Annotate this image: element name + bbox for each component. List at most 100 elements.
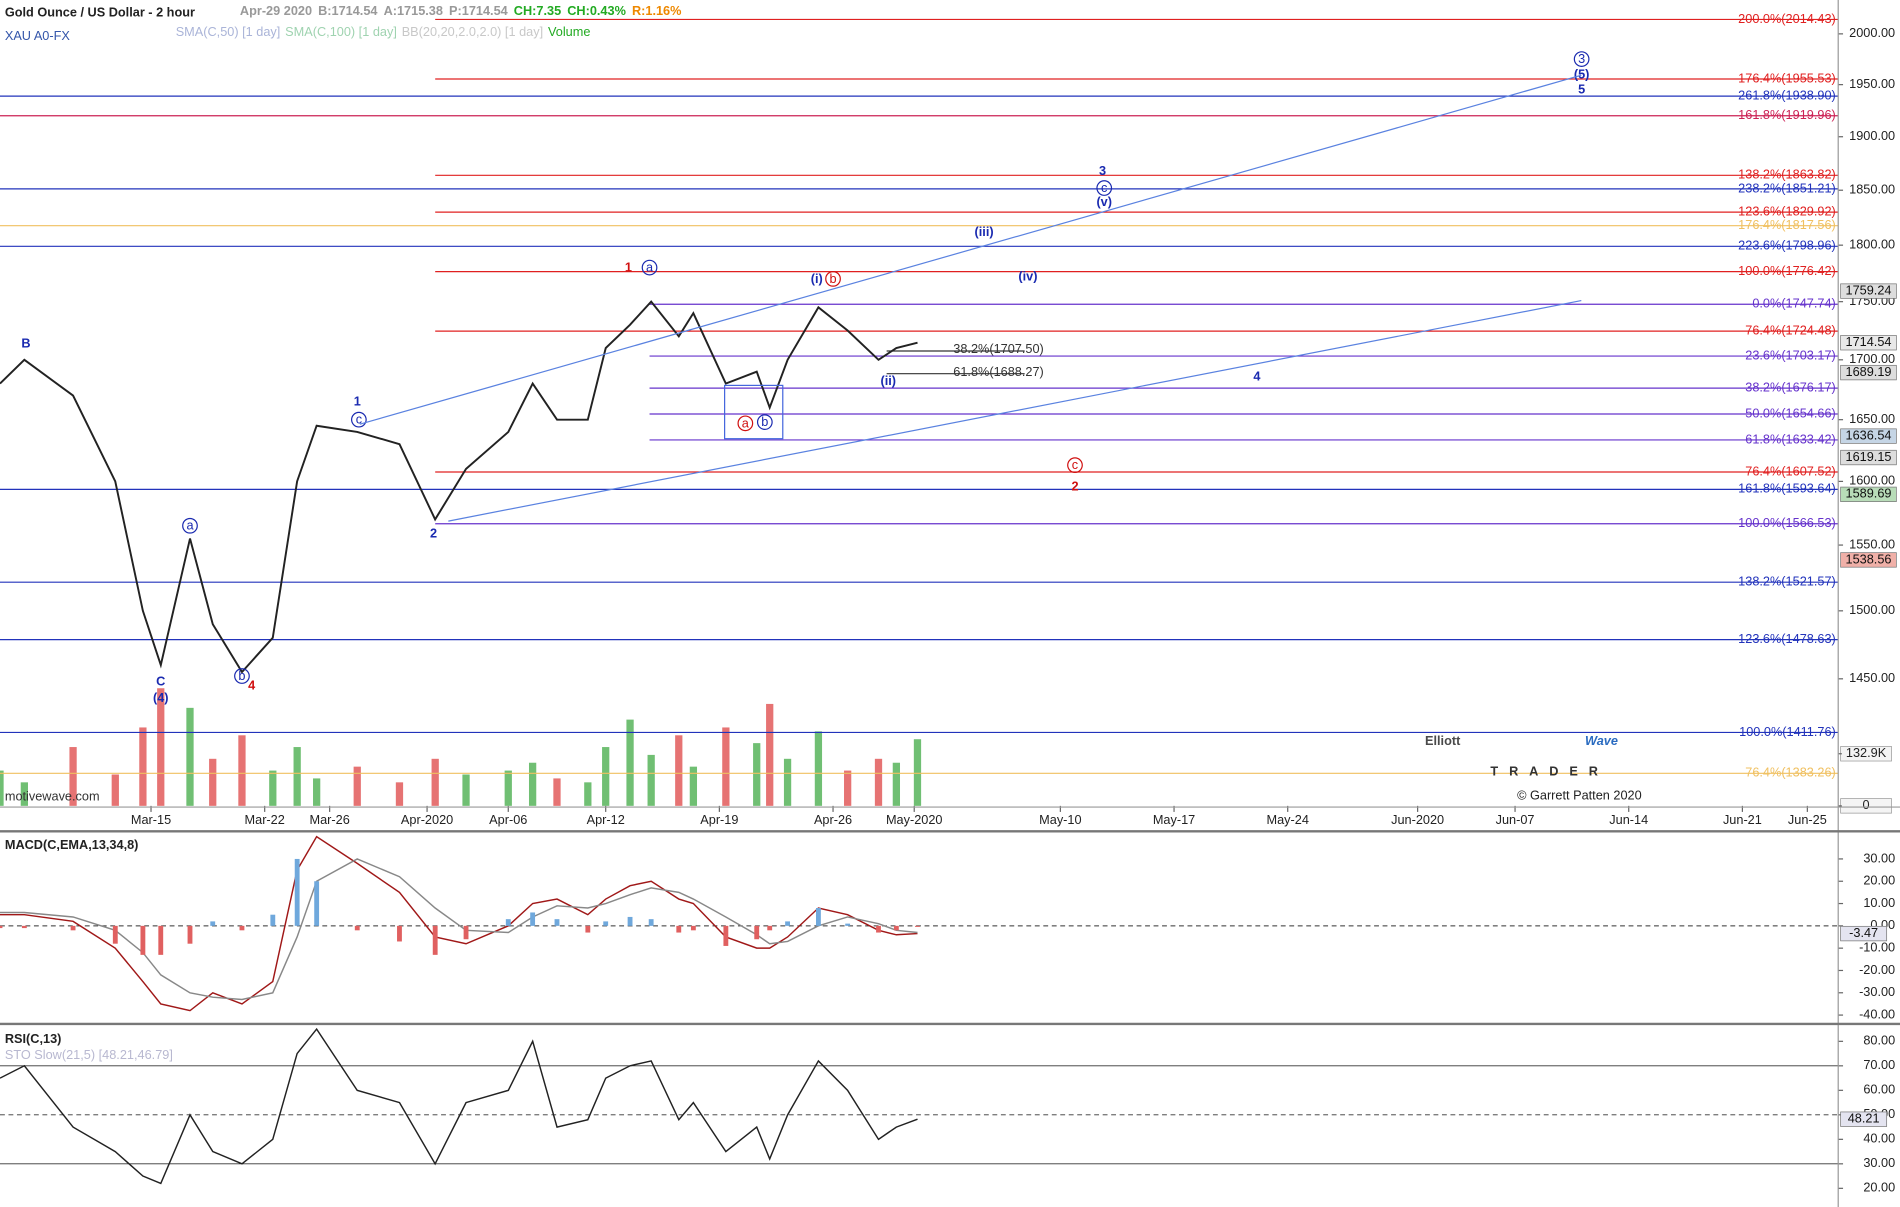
volume-bar	[139, 727, 147, 806]
y-tick-label: 20.00	[1863, 1180, 1895, 1195]
fib-label: 76.4%(1607.52)	[1745, 463, 1836, 478]
fib-label: 200.0%(2014.43)	[1738, 11, 1836, 26]
y-tick-label: 30.00	[1863, 1155, 1895, 1170]
histogram-bar	[754, 925, 760, 940]
volume-bar	[626, 719, 634, 806]
y-tick-label: 60.00	[1863, 1082, 1895, 1097]
brand: Elliott	[1425, 733, 1461, 748]
y-tick-label: 1950.00	[1849, 76, 1895, 91]
price-tag	[1840, 283, 1897, 299]
price-tag-label: 1589.69	[1846, 486, 1892, 501]
price-tag	[1840, 486, 1897, 502]
y-tick-label: 70.00	[1863, 1057, 1895, 1072]
wave-label: C	[156, 674, 165, 689]
fib-label: 161.8%(1593.64)	[1738, 481, 1836, 496]
x-tick-label: May-24	[1267, 812, 1309, 827]
x-tick-label: Apr-19	[700, 812, 738, 827]
volume-bar	[111, 774, 119, 806]
volume-bar	[844, 770, 852, 806]
y-tick-label: -30.00	[1859, 984, 1895, 999]
volume-bar	[722, 727, 730, 806]
histogram-bar	[648, 919, 654, 926]
histogram-bar	[354, 925, 360, 931]
volume-bar	[766, 703, 774, 806]
indicator-legend: SMA(C,50) [1 day] SMA(C,100) [1 day] BB(20…	[176, 24, 591, 39]
x-tick-label: Jun-14	[1609, 812, 1648, 827]
wave-label: 2	[430, 525, 437, 540]
wave-label: 3	[1578, 51, 1585, 66]
y-tick-label: -10.00	[1859, 940, 1895, 955]
brand-sub: TRADER	[1490, 763, 1608, 778]
x-tick-label: Apr-12	[587, 812, 625, 827]
wave-label: (5)	[1574, 66, 1590, 81]
wave-label: b	[238, 668, 245, 683]
y-tick-label: 10.00	[1863, 895, 1895, 910]
fib-label: 38.2%(1707.50)	[953, 341, 1044, 356]
wave-box	[724, 384, 784, 440]
wave-circle	[737, 415, 754, 432]
wave-circle	[1573, 51, 1590, 67]
histogram-bar	[876, 925, 881, 933]
pane-title: MACD(C,EMA,13,34,8)	[5, 837, 139, 852]
wave-label: B	[21, 335, 30, 350]
histogram-bar	[21, 925, 27, 929]
channel-upper	[359, 74, 1582, 425]
histogram-bar	[158, 925, 164, 955]
volume-bar	[313, 778, 321, 806]
channel-lower	[448, 299, 1582, 522]
fib-label: 76.4%(1383.26)	[1745, 765, 1836, 780]
quote-item: CH:0.43%	[567, 4, 626, 19]
histogram-bar	[210, 921, 216, 926]
fib-label: 138.2%(1863.82)	[1738, 167, 1836, 182]
histogram-bar	[676, 925, 682, 933]
wave-label: a	[742, 415, 750, 430]
volume-bar	[675, 735, 683, 806]
price-tag-label: 1538.56	[1846, 551, 1892, 566]
quote-item: A:1715.38	[384, 4, 443, 19]
histogram-bar	[239, 925, 245, 931]
wave-label: 1	[354, 393, 361, 408]
fib-label: 123.6%(1478.63)	[1738, 631, 1836, 646]
x-tick-label: Jun-25	[1788, 812, 1827, 827]
histogram-bar	[815, 908, 821, 926]
x-tick-label: Apr-06	[489, 812, 527, 827]
x-tick-label: Jun-07	[1496, 812, 1535, 827]
y-tick-label: 1900.00	[1849, 128, 1895, 143]
y-tick-label: 1450.00	[1849, 670, 1895, 685]
wave-label: 1	[625, 260, 632, 275]
histogram-bar	[845, 923, 851, 926]
histogram-bar	[294, 858, 300, 926]
wave-label: a	[186, 518, 194, 533]
wave-label: (iv)	[1018, 269, 1037, 284]
histogram-bar	[140, 925, 146, 955]
quote-item: B:1714.54	[318, 4, 377, 19]
histogram-bar	[505, 919, 511, 926]
fib-label: 176.4%(1817.56)	[1738, 217, 1836, 232]
price-tag-label: 1714.54	[1846, 334, 1892, 349]
wave-circle	[756, 414, 773, 430]
x-tick-label: May-2020	[886, 812, 943, 827]
fib-label: 0.0%(1747.74)	[1752, 296, 1835, 311]
x-tick-label: May-17	[1153, 812, 1195, 827]
y-tick-label: 1550.00	[1849, 536, 1895, 551]
histogram-bar	[432, 925, 438, 955]
wave-circle	[641, 259, 658, 276]
x-tick-label: Mar-15	[131, 812, 171, 827]
histogram-bar	[893, 925, 899, 931]
value-tag-label: 48.21	[1848, 1111, 1880, 1126]
wave-circle	[825, 271, 841, 287]
y-tick-label: -40.00	[1859, 1006, 1895, 1021]
wave-circle	[182, 517, 198, 534]
wave-label: (4)	[153, 690, 169, 705]
y-tick-label: 1500.00	[1849, 602, 1895, 617]
copyright: © Garrett Patten 2020	[1517, 788, 1642, 803]
y-tick-label: 1800.00	[1849, 237, 1895, 252]
histogram-bar	[314, 881, 320, 926]
x-tick-label: Mar-26	[309, 812, 349, 827]
y-tick-label: 1700.00	[1849, 351, 1895, 366]
histogram-bar	[585, 925, 591, 933]
volume-bar	[783, 758, 792, 806]
histogram-bar	[270, 914, 276, 926]
wave-label: c	[1072, 457, 1079, 472]
